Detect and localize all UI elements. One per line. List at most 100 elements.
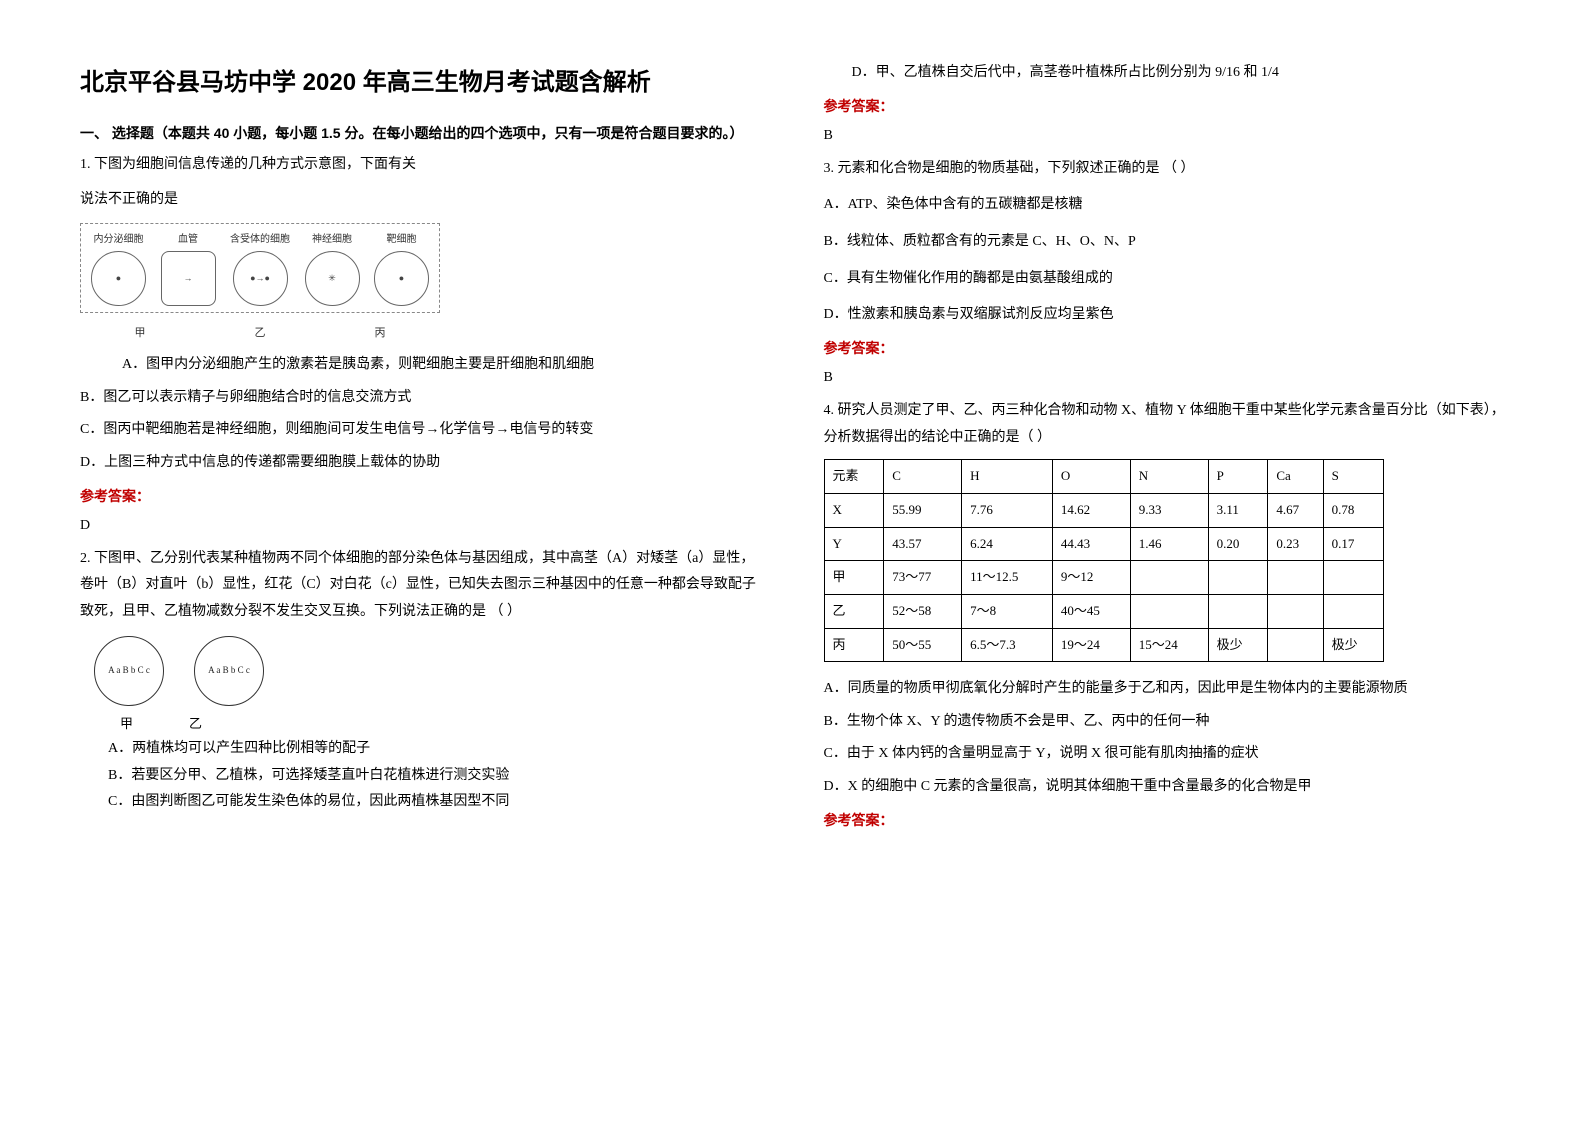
q3-opt-a: A．ATP、染色体中含有的五碳糖都是核糖 (824, 192, 1508, 219)
table-cell: 6.5～7.3 (962, 628, 1053, 662)
q3-answer: B (824, 365, 1508, 392)
table-cell: 55.99 (884, 493, 962, 527)
q3-opt-d: D．性激素和胰岛素与双缩脲试剂反应均呈紫色 (824, 302, 1508, 329)
table-cell (1208, 561, 1268, 595)
q2-opt-b: B．若要区分甲、乙植株，可选择矮茎直叶白花植株进行测交实验 (108, 763, 764, 790)
diagram-label: 含受体的细胞 (230, 230, 290, 249)
diagram-label: 靶细胞 (387, 230, 417, 249)
page-title: 北京平谷县马坊中学 2020 年高三生物月考试题含解析 (80, 60, 764, 106)
table-header: H (962, 460, 1053, 494)
neuron-icon: ✳ (305, 251, 360, 306)
right-column: D．甲、乙植株自交后代中，高茎卷叶植株所占比例分别为 9/16 和 1/4 参考… (794, 60, 1538, 1062)
q1-answer: D (80, 513, 764, 540)
q1-stem-1: 1. 下图为细胞间信息传递的几种方式示意图，下面有关 (80, 152, 764, 179)
table-cell: 52～58 (884, 594, 962, 628)
table-cell: 40～45 (1052, 594, 1130, 628)
q4-stem: 4. 研究人员测定了甲、乙、丙三种化合物和动物 X、植物 Y 体细胞干重中某些化… (824, 398, 1508, 451)
table-cell: 19～24 (1052, 628, 1130, 662)
table-header: P (1208, 460, 1268, 494)
table-header: N (1130, 460, 1208, 494)
q3-opt-c: C．具有生物催化作用的酶都是由氨基酸组成的 (824, 266, 1508, 293)
q2-opt-d: D．甲、乙植株自交后代中，高茎卷叶植株所占比例分别为 9/16 和 1/4 (852, 60, 1508, 87)
diagram-label: 血管 (178, 230, 198, 249)
chromosome-cell-icon: A a B b C c (194, 636, 264, 706)
q3-answer-head: 参考答案： (824, 335, 1508, 362)
table-cell: 乙 (824, 594, 884, 628)
table-cell: 6.24 (962, 527, 1053, 561)
genes-label: A a B b C c (208, 662, 250, 679)
q2-opt-a: A．两植株均可以产生四种比例相等的配子 (108, 736, 764, 763)
table-header: 元素 (824, 460, 884, 494)
chromosome-cell-icon: A a B b C c (94, 636, 164, 706)
table-row: 甲 73～77 11～12.5 9～12 (824, 561, 1383, 595)
vessel-icon: → (161, 251, 216, 306)
table-cell (1323, 594, 1383, 628)
table-cell: 0.20 (1208, 527, 1268, 561)
table-row: Y 43.57 6.24 44.43 1.46 0.20 0.23 0.17 (824, 527, 1383, 561)
table-row: 乙 52～58 7～8 40～45 (824, 594, 1383, 628)
q1-opt-b: B．图乙可以表示精子与卵细胞结合时的信息交流方式 (80, 385, 764, 412)
left-column: 北京平谷县马坊中学 2020 年高三生物月考试题含解析 一、 选择题（本题共 4… (50, 60, 794, 1062)
table-header: S (1323, 460, 1383, 494)
diagram-cell: 内分泌细胞 ● (91, 230, 146, 306)
q4-opt-c: C．由于 X 体内钙的含量明显高于 Y，说明 X 很可能有肌肉抽搐的症状 (824, 741, 1508, 768)
table-header-row: 元素 C H O N P Ca S (824, 460, 1383, 494)
section-1-head: 一、 选择题（本题共 40 小题，每小题 1.5 分。在每小题给出的四个选项中，… (80, 120, 764, 147)
table-cell: 0.23 (1268, 527, 1323, 561)
q2-opt-c: C．由图判断图乙可能发生染色体的易位，因此两植株基因型不同 (108, 789, 764, 816)
cell-icon: ● (374, 251, 429, 306)
table-header: O (1052, 460, 1130, 494)
q2-diagram-labels: 甲 乙 (120, 712, 764, 737)
table-cell: 极少 (1208, 628, 1268, 662)
table-cell: 15～24 (1130, 628, 1208, 662)
table-cell (1130, 561, 1208, 595)
cell-icon: ● (91, 251, 146, 306)
q1-opt-c: C．图丙中靶细胞若是神经细胞，则细胞间可发生电信号→化学信号→电信号的转变 (80, 417, 764, 444)
cell-label: 乙 (189, 712, 202, 737)
diagram-foot-label: 丙 (375, 323, 386, 344)
q3-opt-b: B．线粒体、质粒都含有的元素是 C、H、O、N、P (824, 229, 1508, 256)
table-cell (1268, 594, 1323, 628)
q1-diagram: 内分泌细胞 ● 血管 → 含受体的细胞 ●→● 神经细胞 ✳ 靶细胞 ● (80, 223, 440, 313)
table-cell: 43.57 (884, 527, 962, 561)
q1-opt-a: A．图甲内分泌细胞产生的激素若是胰岛素，则靶细胞主要是肝细胞和肌细胞 (122, 352, 764, 379)
table-cell (1130, 594, 1208, 628)
q2-answer: B (824, 123, 1508, 150)
q2-diagram: A a B b C c A a B b C c (94, 636, 764, 706)
q4-opt-b: B．生物个体 X、Y 的遗传物质不会是甲、乙、丙中的任何一种 (824, 709, 1508, 736)
diagram-label: 神经细胞 (312, 230, 352, 249)
table-cell (1208, 594, 1268, 628)
q2-stem: 2. 下图甲、乙分别代表某种植物两不同个体细胞的部分染色体与基因组成，其中高茎（… (80, 546, 764, 626)
table-cell: 44.43 (1052, 527, 1130, 561)
table-cell: 3.11 (1208, 493, 1268, 527)
genes-label: A a B b C c (108, 662, 150, 679)
table-cell (1323, 561, 1383, 595)
q4-opt-d: D．X 的细胞中 C 元素的含量很高，说明其体细胞干重中含量最多的化合物是甲 (824, 774, 1508, 801)
table-cell: 极少 (1323, 628, 1383, 662)
q4-answer-head: 参考答案： (824, 807, 1508, 834)
table-cell: 73～77 (884, 561, 962, 595)
table-cell (1268, 628, 1323, 662)
diagram-label: 内分泌细胞 (94, 230, 144, 249)
q1-diagram-footer: 甲 乙 丙 (80, 323, 440, 344)
table-cell: 14.62 (1052, 493, 1130, 527)
diagram-foot-label: 乙 (255, 323, 266, 344)
q1-opt-d: D．上图三种方式中信息的传递都需要细胞膜上载体的协助 (80, 450, 764, 477)
table-cell: 0.17 (1323, 527, 1383, 561)
table-cell: 11～12.5 (962, 561, 1053, 595)
q1-answer-head: 参考答案： (80, 483, 764, 510)
table-cell: 1.46 (1130, 527, 1208, 561)
cell-icon: ●→● (233, 251, 288, 306)
table-cell: X (824, 493, 884, 527)
table-cell (1268, 561, 1323, 595)
table-cell: 丙 (824, 628, 884, 662)
diagram-cell: 含受体的细胞 ●→● (230, 230, 290, 306)
table-header: Ca (1268, 460, 1323, 494)
table-cell: 9.33 (1130, 493, 1208, 527)
q4-table: 元素 C H O N P Ca S X 55.99 7.76 14.62 9.3… (824, 459, 1384, 662)
table-cell: 甲 (824, 561, 884, 595)
cell-label: 甲 (120, 712, 133, 737)
table-cell: 7.76 (962, 493, 1053, 527)
table-cell: 0.78 (1323, 493, 1383, 527)
table-row: X 55.99 7.76 14.62 9.33 3.11 4.67 0.78 (824, 493, 1383, 527)
